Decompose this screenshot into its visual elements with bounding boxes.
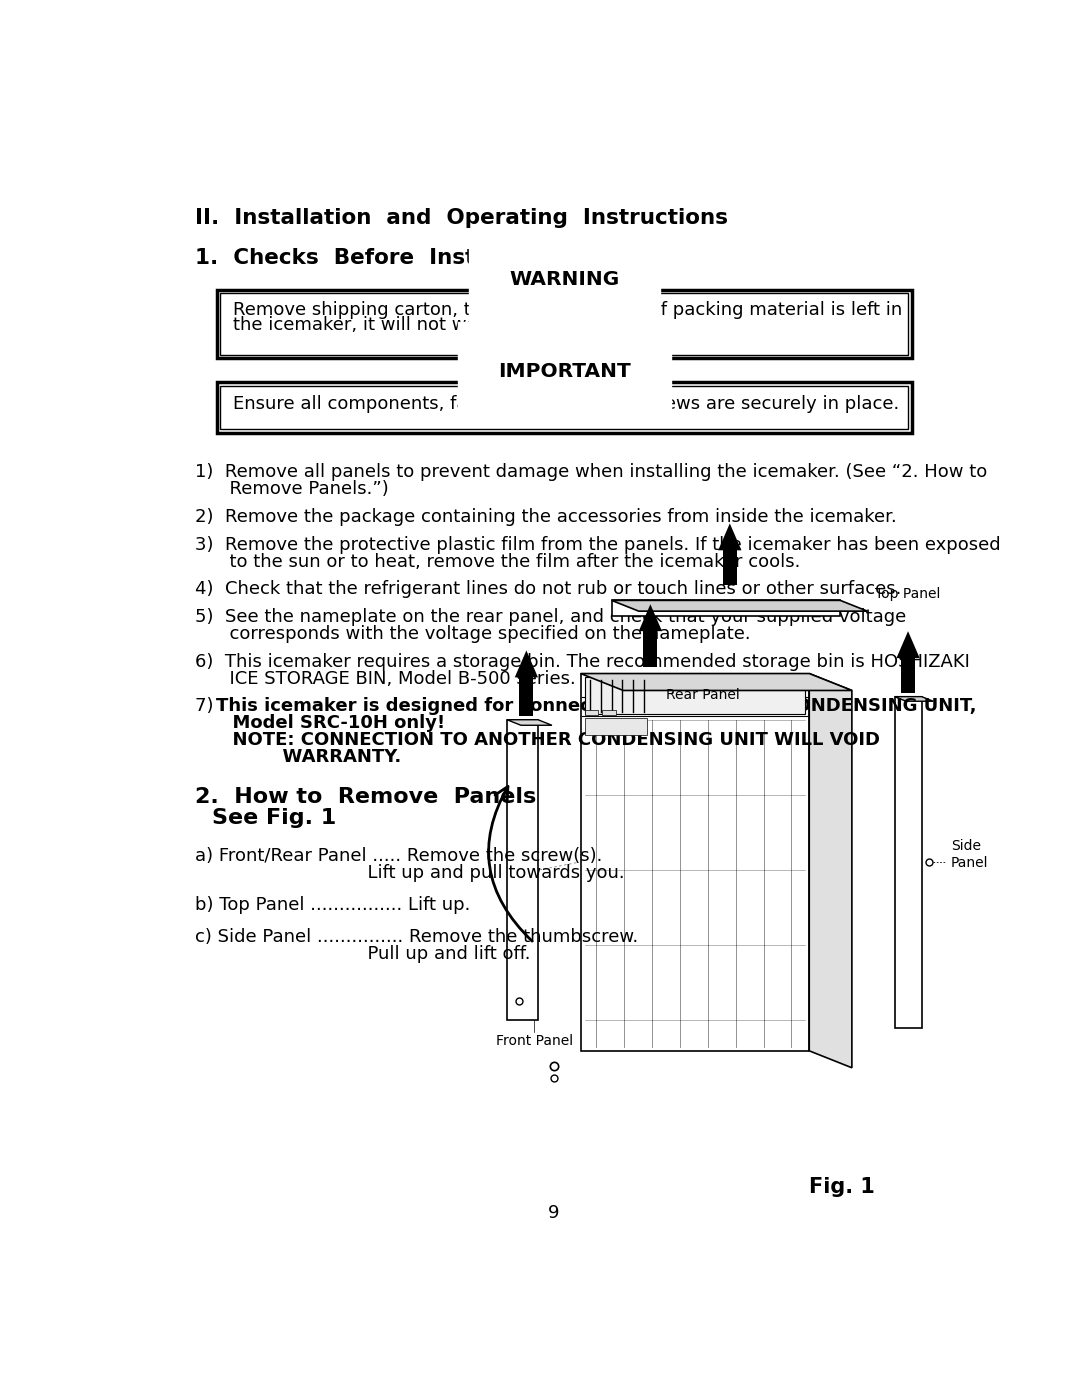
Bar	[217, 291, 912, 358]
Bar	[217, 383, 912, 433]
Bar	[584, 711, 598, 715]
Bar	[507, 719, 538, 1020]
Bar	[723, 550, 737, 585]
Text: 2.  How to  Remove  Panels: 2. How to Remove Panels	[195, 787, 537, 806]
Text: corresponds with the voltage specified on the nameplate.: corresponds with the voltage specified o…	[195, 624, 751, 643]
Text: Front Panel: Front Panel	[496, 1034, 572, 1048]
Bar	[584, 676, 806, 714]
Bar	[901, 658, 915, 693]
Bar	[584, 718, 647, 735]
Text: 7): 7)	[195, 697, 219, 715]
Text: WARRANTY.: WARRANTY.	[195, 749, 402, 766]
Polygon shape	[718, 524, 742, 550]
Text: IMPORTANT: IMPORTANT	[498, 362, 631, 381]
Text: 2)  Remove the package containing the accessories from inside the icemaker.: 2) Remove the package containing the acc…	[195, 509, 897, 527]
Text: Side
Panel: Side Panel	[951, 838, 988, 870]
Text: II.  Installation  and  Operating  Instructions: II. Installation and Operating Instructi…	[195, 208, 728, 228]
Text: to the sun or to heat, remove the film after the icemaker cools.: to the sun or to heat, remove the film a…	[195, 553, 801, 570]
Polygon shape	[809, 673, 852, 1067]
Polygon shape	[507, 719, 552, 725]
Bar	[644, 631, 658, 668]
Text: 3)  Remove the protective plastic film from the panels. If the icemaker has been: 3) Remove the protective plastic film fr…	[195, 535, 1001, 553]
Text: 4)  Check that the refrigerant lines do not rub or touch lines or other surfaces: 4) Check that the refrigerant lines do n…	[195, 580, 902, 598]
Polygon shape	[611, 601, 867, 610]
Text: Remove Panels.”): Remove Panels.”)	[195, 481, 389, 499]
Text: Pull up and lift off.: Pull up and lift off.	[195, 946, 531, 964]
Text: WARNING: WARNING	[510, 270, 620, 289]
Text: Remove shipping carton, tape(s) and packing. If packing material is left in: Remove shipping carton, tape(s) and pack…	[232, 300, 902, 319]
Text: 6)  This icemaker requires a storage bin. The recommended storage bin is HOSHIZA: 6) This icemaker requires a storage bin.…	[195, 652, 970, 671]
Text: ICE STORAGE BIN, Model B-500 series.: ICE STORAGE BIN, Model B-500 series.	[195, 669, 577, 687]
Text: See Fig. 1: See Fig. 1	[213, 809, 337, 828]
Text: Lift up and pull towards you.: Lift up and pull towards you.	[195, 863, 625, 882]
Polygon shape	[896, 631, 920, 658]
Bar	[611, 601, 840, 616]
Text: 1.  Checks  Before  Installation: 1. Checks Before Installation	[195, 247, 567, 268]
Text: This icemaker is designed for connection to HOSHIZAKI CONDENSING UNIT,: This icemaker is designed for connection…	[216, 697, 976, 715]
Text: Top Panel: Top Panel	[875, 587, 941, 601]
Text: 9: 9	[548, 1204, 559, 1222]
Bar	[220, 293, 908, 355]
Bar	[220, 386, 908, 429]
Text: Rear Panel: Rear Panel	[665, 689, 740, 703]
Text: the icemaker, it will not work properly.: the icemaker, it will not work properly.	[232, 316, 579, 334]
Text: a) Front/Rear Panel ..... Remove the screw(s).: a) Front/Rear Panel ..... Remove the scr…	[195, 847, 603, 865]
Text: Fig. 1: Fig. 1	[809, 1178, 875, 1197]
Polygon shape	[894, 697, 933, 701]
Polygon shape	[581, 673, 852, 690]
Text: Ensure all components, fasteners and thumbscrews are securely in place.: Ensure all components, fasteners and thu…	[232, 395, 899, 412]
Text: b) Top Panel ................ Lift up.: b) Top Panel ................ Lift up.	[195, 895, 471, 914]
Text: 5)  See the nameplate on the rear panel, and check that your supplied voltage: 5) See the nameplate on the rear panel, …	[195, 608, 907, 626]
Polygon shape	[638, 605, 662, 631]
Text: c) Side Panel ............... Remove the thumbscrew.: c) Side Panel ............... Remove the…	[195, 929, 638, 946]
Bar	[602, 711, 616, 715]
Bar	[519, 678, 534, 715]
Polygon shape	[515, 651, 538, 678]
Text: Model SRC-10H only!: Model SRC-10H only!	[195, 714, 446, 732]
Bar	[581, 673, 809, 1051]
Bar	[894, 697, 921, 1028]
Text: 1)  Remove all panels to prevent damage when installing the icemaker. (See “2. H: 1) Remove all panels to prevent damage w…	[195, 464, 988, 482]
Text: NOTE: CONNECTION TO ANOTHER CONDENSING UNIT WILL VOID: NOTE: CONNECTION TO ANOTHER CONDENSING U…	[195, 731, 880, 749]
